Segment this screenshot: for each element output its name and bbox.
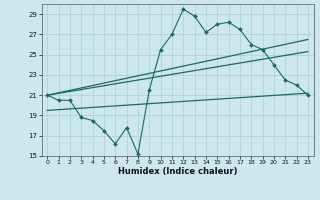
- X-axis label: Humidex (Indice chaleur): Humidex (Indice chaleur): [118, 167, 237, 176]
